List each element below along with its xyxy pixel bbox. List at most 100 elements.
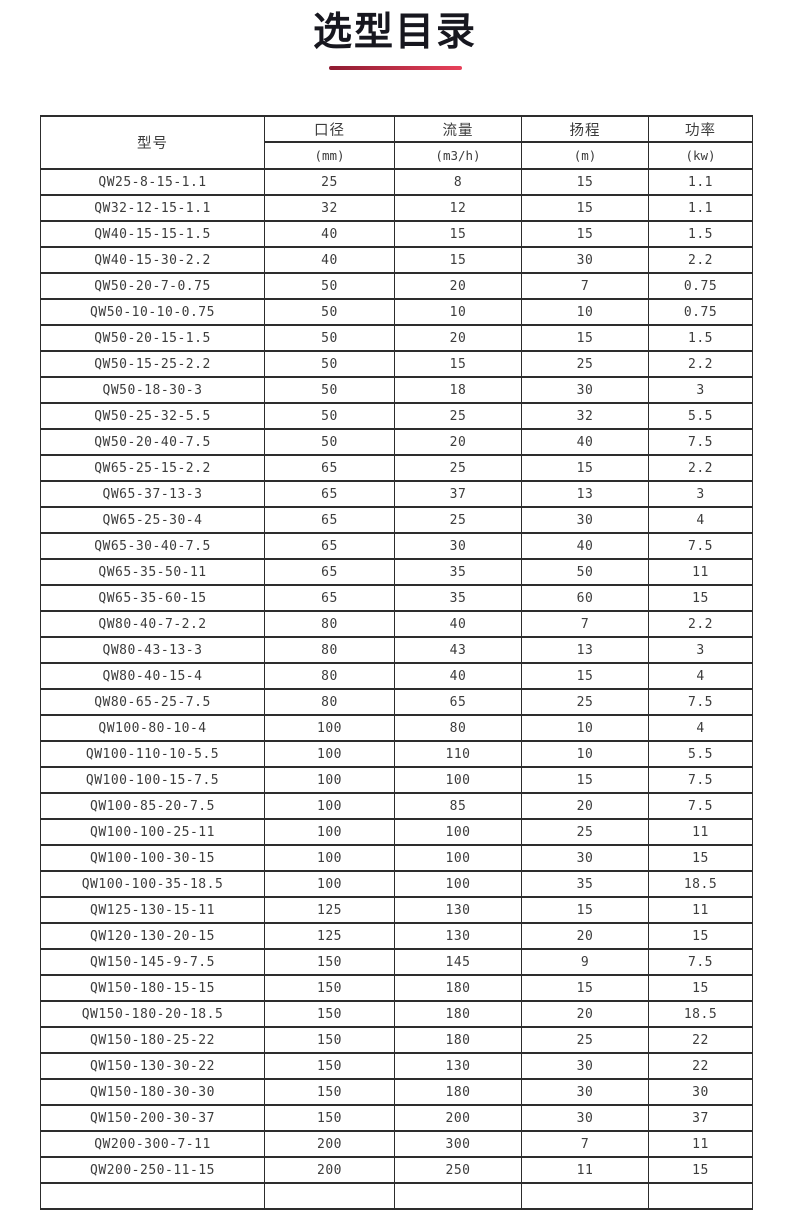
- value-cell: 100: [264, 714, 395, 742]
- model-cell: QW80-65-25-7.5: [40, 688, 265, 716]
- value-cell: 20: [521, 1000, 649, 1028]
- value-cell: 30: [521, 506, 649, 534]
- table-row: QW50-25-32-5.5 50 25 32 5.5: [40, 402, 753, 430]
- table-row: QW100-100-35-18.5 100 100 35 18.5: [40, 870, 753, 898]
- value-cell: 65: [394, 688, 522, 716]
- value-cell: 50: [264, 272, 395, 300]
- value-cell: 100: [264, 792, 395, 820]
- value-cell: 15: [648, 844, 753, 872]
- value-cell: 7.5: [648, 532, 753, 560]
- table-row: QW120-130-20-15 125 130 20 15: [40, 922, 753, 950]
- value-cell: 4: [648, 662, 753, 690]
- table-row: QW150-130-30-22 150 130 30 22: [40, 1052, 753, 1080]
- model-cell: QW80-40-15-4: [40, 662, 265, 690]
- value-cell: 5.5: [648, 402, 753, 430]
- model-cell: QW50-25-32-5.5: [40, 402, 265, 430]
- value-cell: 7: [521, 272, 649, 300]
- value-cell: 18: [394, 376, 522, 404]
- value-cell: 15: [394, 350, 522, 378]
- value-cell: 15: [521, 974, 649, 1002]
- value-cell: 100: [264, 740, 395, 768]
- header-unit-row: (mm) (m3/h) (m) (kw): [41, 141, 753, 170]
- value-cell: 20: [394, 272, 522, 300]
- value-cell: 20: [394, 428, 522, 456]
- table-row: QW40-15-30-2.2 40 15 30 2.2: [40, 246, 753, 274]
- table-row: QW25-8-15-1.1 25 8 15 1.1: [40, 168, 753, 196]
- model-cell: QW150-180-25-22: [40, 1026, 265, 1054]
- value-cell: 100: [264, 818, 395, 846]
- model-cell: QW50-15-25-2.2: [40, 350, 265, 378]
- value-cell: 20: [394, 324, 522, 352]
- value-cell: 7.5: [648, 766, 753, 794]
- value-cell: 150: [264, 1104, 395, 1132]
- value-cell: 13: [521, 636, 649, 664]
- value-cell: 15: [521, 168, 649, 196]
- value-cell: 1.1: [648, 168, 753, 196]
- column-header-flow: 流量: [394, 115, 522, 143]
- value-cell: 10: [521, 298, 649, 326]
- value-cell: 180: [394, 1026, 522, 1054]
- value-cell: 130: [394, 1052, 522, 1080]
- value-cell: 5.5: [648, 740, 753, 768]
- value-cell: 150: [264, 1026, 395, 1054]
- value-cell: 145: [394, 948, 522, 976]
- model-cell: QW150-180-30-30: [40, 1078, 265, 1106]
- value-cell: 25: [521, 688, 649, 716]
- value-cell: 50: [521, 558, 649, 586]
- value-cell: 100: [394, 766, 522, 794]
- value-cell: 3: [648, 636, 753, 664]
- model-cell: QW50-20-15-1.5: [40, 324, 265, 352]
- value-cell: 30: [521, 246, 649, 274]
- value-cell: 20: [521, 792, 649, 820]
- model-cell: QW100-110-10-5.5: [40, 740, 265, 768]
- value-cell: 43: [394, 636, 522, 664]
- value-cell: 125: [264, 896, 395, 924]
- value-cell: 25: [394, 402, 522, 430]
- value-cell: 80: [264, 688, 395, 716]
- model-cell: QW65-37-13-3: [40, 480, 265, 508]
- value-cell: 2.2: [648, 454, 753, 482]
- model-cell: QW25-8-15-1.1: [40, 168, 265, 196]
- model-cell: QW50-10-10-0.75: [40, 298, 265, 326]
- value-cell: 30: [521, 1052, 649, 1080]
- value-cell: 35: [521, 870, 649, 898]
- value-cell: 200: [264, 1156, 395, 1184]
- value-cell: 12: [394, 194, 522, 222]
- model-cell: QW150-180-15-15: [40, 974, 265, 1002]
- value-cell: 150: [264, 1052, 395, 1080]
- table-row: QW65-25-30-4 65 25 30 4: [40, 506, 753, 534]
- selection-table: 型号 口径 流量 扬程 功率 (mm) (m3/h) (m) (kw) QW25…: [40, 115, 753, 1210]
- title-underline: [328, 66, 462, 70]
- model-cell: QW100-100-30-15: [40, 844, 265, 872]
- value-cell: 80: [264, 662, 395, 690]
- value-cell: 180: [394, 1000, 522, 1028]
- value-cell: 300: [394, 1130, 522, 1158]
- model-cell: QW65-25-30-4: [40, 506, 265, 534]
- value-cell: 150: [264, 1000, 395, 1028]
- value-cell: 15: [521, 896, 649, 924]
- value-cell: 15: [521, 454, 649, 482]
- value-cell: 15: [648, 974, 753, 1002]
- value-cell: 65: [264, 584, 395, 612]
- column-header-diameter: 口径: [264, 115, 395, 143]
- value-cell: 11: [648, 896, 753, 924]
- model-cell: QW80-43-13-3: [40, 636, 265, 664]
- value-cell: 4: [648, 506, 753, 534]
- value-cell: 100: [264, 844, 395, 872]
- unit-head: (m): [521, 141, 649, 170]
- model-cell: QW65-25-15-2.2: [40, 454, 265, 482]
- value-cell: 65: [264, 454, 395, 482]
- value-cell: 32: [521, 402, 649, 430]
- table-row: QW65-25-15-2.2 65 25 15 2.2: [40, 454, 753, 482]
- value-cell: 4: [648, 714, 753, 742]
- empty-cell: [521, 1182, 649, 1210]
- value-cell: 100: [394, 818, 522, 846]
- value-cell: 11: [648, 558, 753, 586]
- value-cell: 65: [264, 506, 395, 534]
- value-cell: 25: [521, 350, 649, 378]
- value-cell: 1.5: [648, 324, 753, 352]
- table-row: QW65-35-50-11 65 35 50 11: [40, 558, 753, 586]
- table-row: QW200-250-11-15 200 250 11 15: [40, 1156, 753, 1184]
- model-cell: QW40-15-30-2.2: [40, 246, 265, 274]
- value-cell: 30: [521, 1104, 649, 1132]
